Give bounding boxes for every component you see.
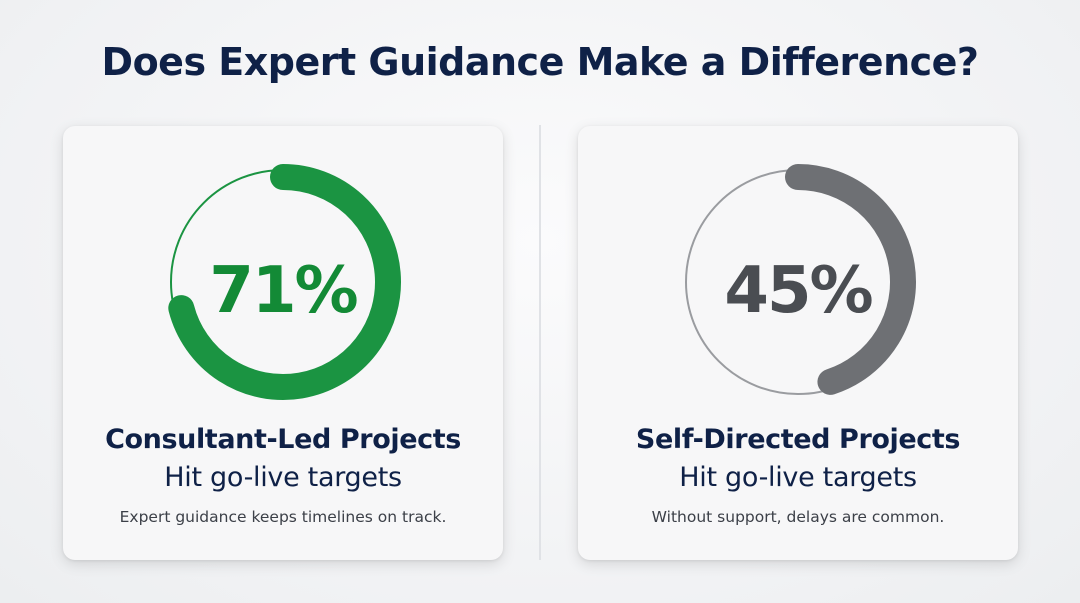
consultant-gauge-arc <box>168 164 401 400</box>
center-divider <box>539 125 541 560</box>
self-directed-gauge <box>685 164 916 395</box>
consultant-percentage: 71% <box>209 254 358 328</box>
self-directed-card: 45% Self-Directed Projects Hit go-live t… <box>578 126 1018 560</box>
self-directed-subtitle: Hit go-live targets <box>679 462 917 493</box>
consultant-heading: Consultant-Led Projects <box>105 424 461 455</box>
consultant-note: Expert guidance keeps timelines on track… <box>119 508 447 526</box>
self-directed-percentage: 45% <box>724 254 873 328</box>
consultant-gauge <box>168 164 401 400</box>
self-directed-heading: Self-Directed Projects <box>635 424 961 455</box>
page-title: Does Expert Guidance Make a Difference? <box>101 40 979 84</box>
self-directed-gauge-arc <box>785 164 916 395</box>
consultant-subtitle: Hit go-live targets <box>164 462 402 493</box>
consultant-led-card: 71% Consultant-Led Projects Hit go-live … <box>63 126 503 560</box>
self-directed-note: Without support, delays are common. <box>651 508 945 526</box>
